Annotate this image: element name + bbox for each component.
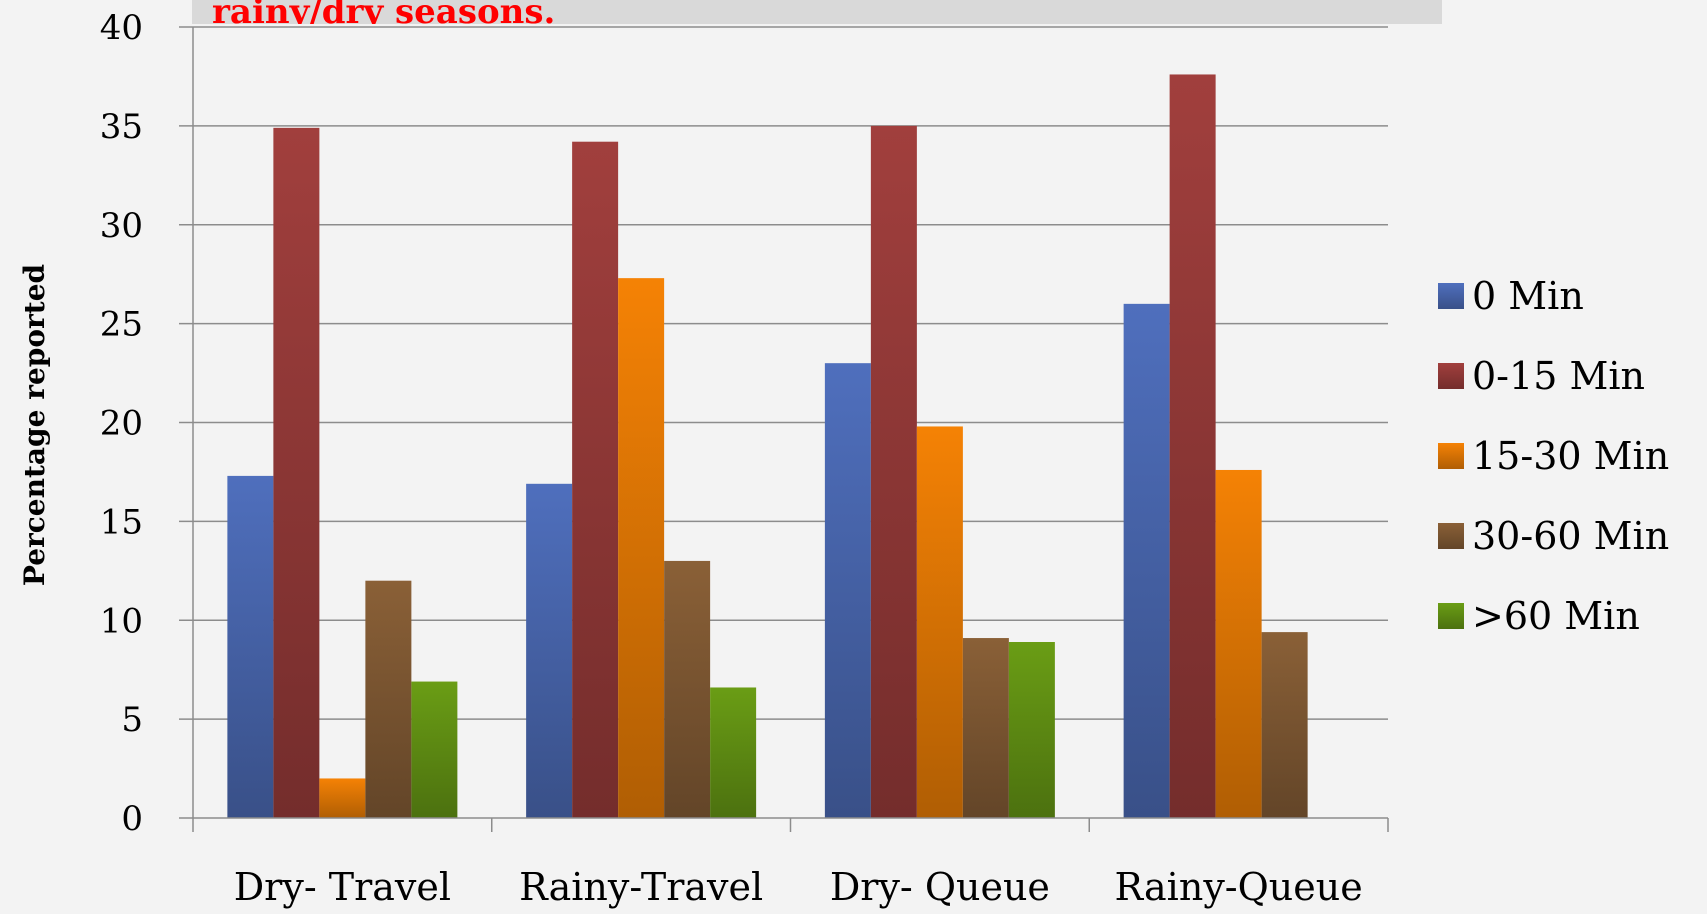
y-axis-label: Percentage reported (18, 264, 51, 586)
bar-2-2 (572, 141, 619, 818)
y-tick-label: 0 (121, 799, 143, 839)
y-tick-label: 5 (121, 700, 143, 740)
legend-label: >60 Min (1472, 594, 1640, 638)
bar-4-1 (365, 580, 412, 818)
axes (179, 26, 1389, 832)
x-tick-labels: Dry- Travel Rainy-Travel Dry- Queue Rainy-Q… (234, 865, 1363, 909)
legend-swatch (1438, 603, 1464, 629)
y-tick-label: 30 (100, 206, 143, 246)
bar-1-4 (1123, 303, 1170, 819)
y-tick-label: 35 (100, 107, 143, 147)
bar-2-3 (870, 125, 917, 818)
y-tick-label: 25 (100, 305, 143, 345)
legend-swatch (1438, 443, 1464, 469)
bar-2-1 (273, 127, 320, 819)
chart-title: rainy/dry seasons. (212, 0, 556, 24)
bar-3-2 (618, 278, 665, 819)
bar-1-3 (824, 363, 871, 818)
bar-3-4 (1215, 469, 1262, 818)
y-tick-labels: 0 5 10 15 20 25 30 35 40 (100, 8, 143, 839)
chart-title-banner: rainy/dry seasons. (192, 0, 1442, 24)
x-tick-label: Rainy-Travel (519, 865, 763, 909)
bar-5-3 (1008, 642, 1055, 818)
bars (227, 74, 1308, 819)
y-tick-label: 20 (100, 404, 143, 444)
legend-swatch (1438, 363, 1464, 389)
x-tick-label: Dry- Queue (830, 865, 1050, 909)
bar-3-3 (916, 426, 963, 818)
bar-5-1 (411, 681, 458, 818)
bar-1-1 (227, 475, 274, 818)
x-tick-label: Rainy-Queue (1115, 865, 1363, 909)
legend-label: 0-15 Min (1472, 354, 1645, 398)
legend-swatch (1438, 283, 1464, 309)
bar-4-3 (962, 638, 1009, 818)
bar-1-2 (526, 483, 573, 818)
bar-4-2 (664, 560, 711, 818)
legend-label: 30-60 Min (1472, 514, 1669, 558)
bar-4-4 (1261, 632, 1308, 818)
y-tick-label: 40 (100, 8, 143, 48)
y-tick-label: 15 (100, 502, 143, 542)
y-tick-label: 10 (100, 601, 143, 641)
legend: 0 Min 0-15 Min 15-30 Min 30-60 Min >60 Min (1438, 274, 1669, 638)
bar-5-2 (710, 687, 757, 818)
bar-3-1 (319, 778, 366, 818)
legend-swatch (1438, 523, 1464, 549)
legend-label: 0 Min (1472, 274, 1584, 318)
legend-label: 15-30 Min (1472, 434, 1669, 478)
bar-2-4 (1169, 74, 1216, 818)
x-tick-label: Dry- Travel (234, 865, 451, 909)
